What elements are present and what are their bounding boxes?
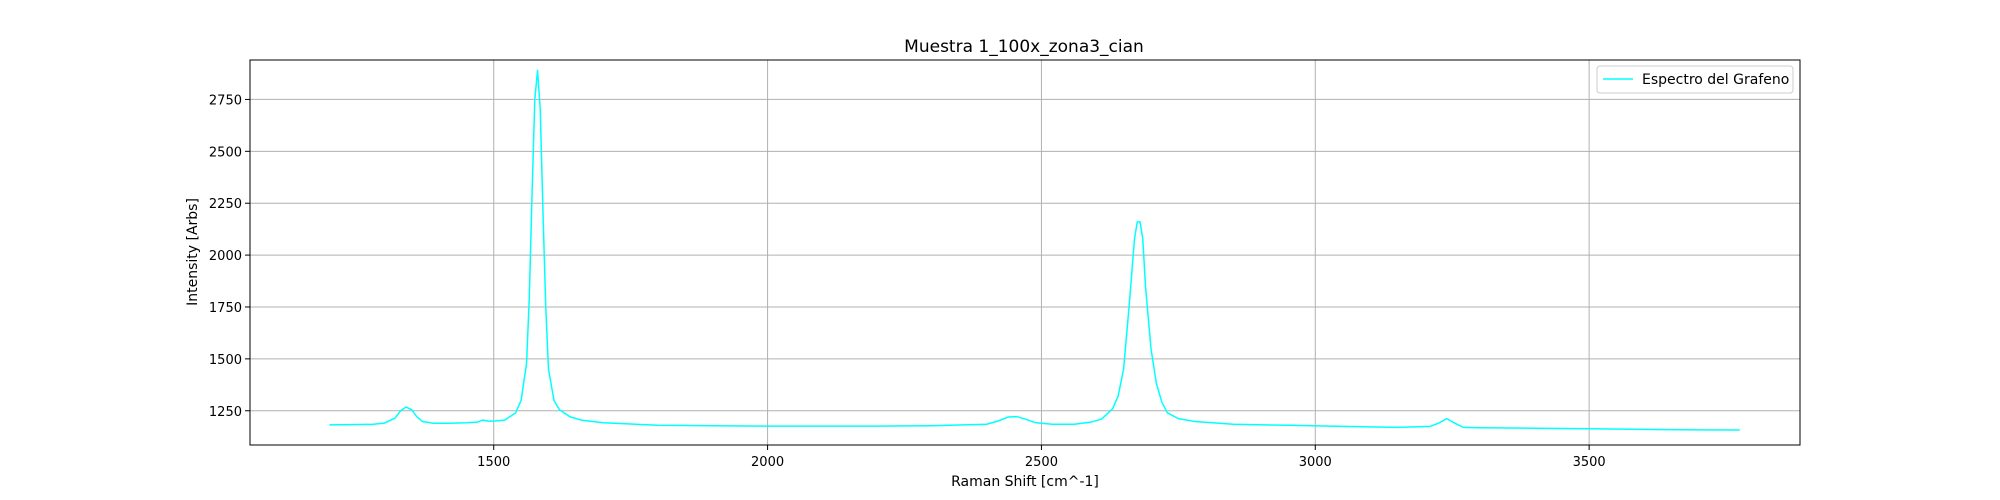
legend-box [1596,65,1794,94]
y-tick-label: 1250 [209,405,242,420]
x-tick-label: 3500 [1573,455,1606,470]
x-axis-label: Raman Shift [cm^-1] [951,474,1099,490]
legend-label: Espectro del Grafeno [1642,72,1789,88]
y-tick-label: 1500 [209,353,242,368]
x-tick-label: 2500 [1025,455,1058,470]
series-line-grafeno [329,69,1740,431]
y-tick-label: 2000 [209,249,242,264]
y-tick-label: 2500 [209,145,242,160]
chart-title: Muestra 1_100x_zona3_cian [904,37,1144,57]
plot-frame [249,59,1801,446]
y-tick-label: 2750 [209,93,242,108]
y-tick-label: 1750 [209,301,242,316]
grid-lines [250,60,1800,445]
axis-ticks: 1500 2000 2500 3000 3500 1250 1500 1750 2000 2250… [209,93,1606,470]
x-tick-label: 1500 [477,455,510,470]
x-tick-label: 3000 [1299,455,1332,470]
legend: Espectro del Grafeno [1596,65,1794,94]
y-axis-label: Intensity [Arbs] [185,198,201,306]
series-layer [329,69,1740,431]
x-tick-label: 2000 [751,455,784,470]
y-tick-label: 2250 [209,197,242,212]
